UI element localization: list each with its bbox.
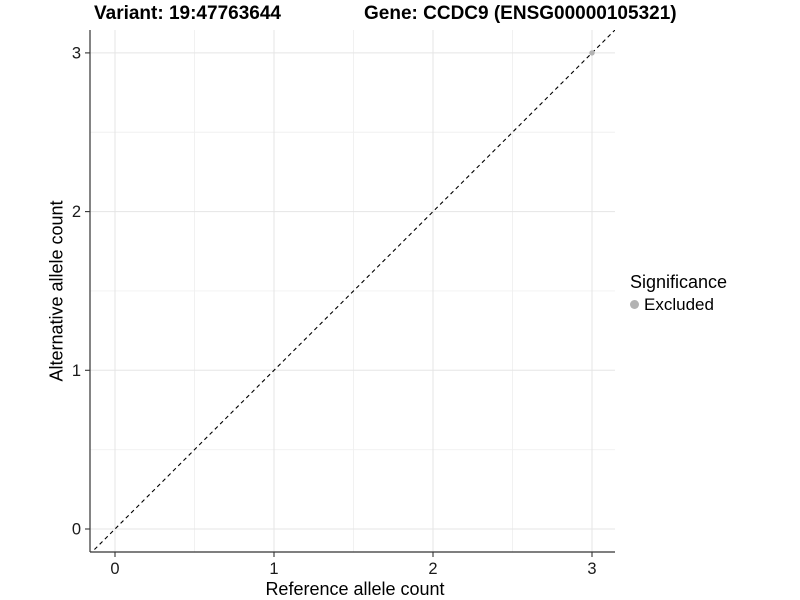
x-tick-label: 0 [110,560,119,578]
y-tick-label: 1 [72,362,81,380]
y-tick-label: 0 [72,521,81,539]
legend-point-icon [630,300,639,309]
legend: Significance Excluded [630,272,727,314]
plot-title-variant: Variant: 19:47763644 [94,3,281,24]
identity-reference-line [91,30,615,552]
x-tick-label: 2 [428,560,437,578]
y-tick-label: 3 [72,44,81,62]
data-point-excluded [589,50,595,56]
x-tick-label: 3 [587,560,596,578]
y-tick-label: 2 [72,203,81,221]
x-axis-title: Reference allele count [265,579,445,599]
x-tick-label: 1 [269,560,278,578]
legend-entry-label: Excluded [644,295,714,314]
plot-title-gene: Gene: CCDC9 (ENSG00000105321) [364,3,677,24]
legend-title: Significance [630,272,728,292]
y-axis-title: Alternative allele count [46,200,67,382]
legend-entry-excluded: Excluded [630,295,727,314]
